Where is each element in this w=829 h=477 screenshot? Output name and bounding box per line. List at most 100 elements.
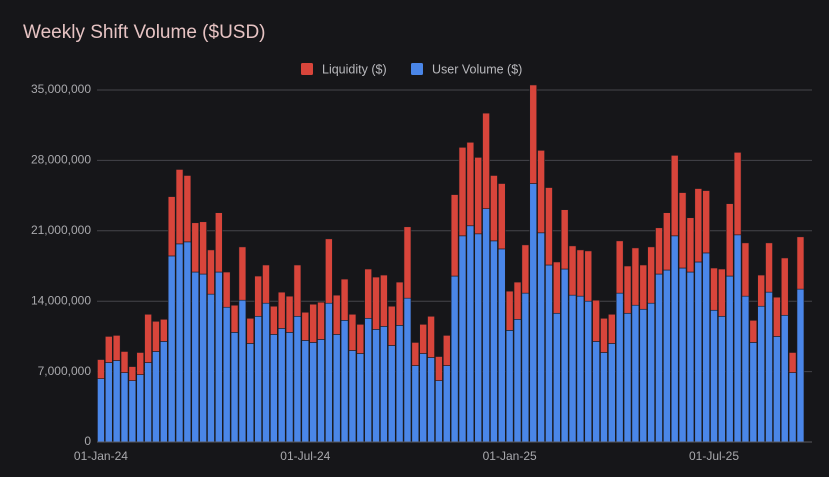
bar bbox=[136, 374, 145, 443]
bar bbox=[325, 302, 333, 443]
bar bbox=[199, 221, 207, 275]
bar bbox=[152, 351, 160, 443]
bar bbox=[670, 235, 679, 443]
y-tick-label: 7,000,000 bbox=[38, 364, 92, 378]
bar bbox=[380, 274, 388, 327]
legend-label: User Volume ($) bbox=[432, 62, 522, 76]
y-tick-label: 35,000,000 bbox=[31, 82, 91, 96]
bar bbox=[663, 212, 671, 271]
bar bbox=[686, 217, 695, 273]
bar bbox=[120, 372, 129, 443]
bar bbox=[254, 275, 262, 317]
bar bbox=[482, 112, 490, 209]
bar bbox=[199, 273, 207, 443]
bar bbox=[364, 268, 372, 319]
bar bbox=[678, 267, 687, 443]
bar bbox=[592, 299, 600, 342]
bar bbox=[623, 265, 632, 314]
bar bbox=[419, 353, 427, 443]
bar bbox=[639, 308, 648, 443]
bar bbox=[285, 332, 294, 443]
bar bbox=[222, 306, 231, 443]
bar bbox=[757, 305, 765, 443]
bar bbox=[718, 315, 726, 443]
bar bbox=[725, 275, 734, 443]
bar bbox=[160, 319, 168, 342]
bar bbox=[277, 328, 286, 443]
y-tick-label: 14,000,000 bbox=[31, 293, 91, 307]
bar bbox=[112, 360, 121, 443]
bar bbox=[372, 329, 380, 443]
bar bbox=[592, 341, 600, 443]
bar bbox=[733, 152, 742, 236]
bar bbox=[270, 334, 278, 443]
bar bbox=[490, 240, 498, 443]
bar bbox=[545, 264, 553, 443]
bar bbox=[631, 304, 640, 443]
bar bbox=[403, 297, 412, 443]
bar bbox=[356, 353, 365, 443]
bar bbox=[765, 242, 773, 293]
bar bbox=[364, 317, 372, 443]
bar bbox=[144, 362, 152, 443]
bar bbox=[309, 303, 317, 343]
bar bbox=[183, 241, 192, 443]
bar bbox=[505, 290, 514, 331]
bar bbox=[246, 343, 255, 443]
bar bbox=[175, 243, 184, 443]
bar bbox=[246, 317, 255, 344]
bar bbox=[608, 343, 616, 443]
bar bbox=[788, 352, 797, 373]
bar bbox=[631, 247, 640, 306]
bar bbox=[128, 366, 137, 381]
bar bbox=[600, 317, 608, 353]
bar bbox=[568, 294, 577, 443]
bar bbox=[702, 252, 710, 443]
bar bbox=[207, 293, 215, 443]
bar bbox=[513, 281, 522, 320]
bar bbox=[317, 301, 325, 340]
bar bbox=[490, 175, 498, 242]
bar bbox=[427, 357, 435, 443]
bar bbox=[741, 295, 750, 443]
bar bbox=[230, 304, 239, 333]
bar bbox=[97, 359, 105, 379]
chart-title: Weekly Shift Volume ($USD) bbox=[23, 22, 266, 43]
bar bbox=[387, 305, 396, 346]
bar bbox=[796, 288, 805, 443]
bar bbox=[144, 313, 152, 363]
bar bbox=[309, 342, 317, 443]
bar bbox=[647, 302, 655, 443]
bar bbox=[238, 299, 247, 443]
bar bbox=[615, 240, 624, 294]
bar bbox=[521, 244, 530, 294]
bar bbox=[741, 242, 750, 297]
bar bbox=[207, 249, 215, 295]
bar bbox=[97, 378, 105, 443]
bar bbox=[600, 352, 608, 443]
bar bbox=[387, 345, 396, 443]
bar bbox=[553, 312, 561, 443]
bar bbox=[104, 362, 113, 443]
y-tick-label: 28,000,000 bbox=[31, 153, 91, 167]
bar bbox=[301, 311, 310, 341]
bar bbox=[584, 300, 593, 443]
bar bbox=[773, 296, 781, 337]
legend-label: Liquidity ($) bbox=[322, 62, 387, 76]
bar bbox=[537, 150, 545, 234]
bar bbox=[553, 261, 561, 314]
bar bbox=[419, 324, 427, 354]
bar bbox=[238, 246, 247, 301]
x-tick-label: 01-Jul-25 bbox=[689, 449, 739, 463]
bar bbox=[317, 339, 325, 443]
bar bbox=[513, 319, 522, 443]
legend-swatch bbox=[411, 63, 423, 75]
bar bbox=[545, 187, 553, 266]
bar bbox=[262, 302, 270, 443]
bar bbox=[293, 264, 302, 317]
bar bbox=[686, 271, 695, 443]
bar bbox=[254, 315, 262, 443]
bar bbox=[497, 183, 506, 250]
bar bbox=[670, 155, 679, 237]
